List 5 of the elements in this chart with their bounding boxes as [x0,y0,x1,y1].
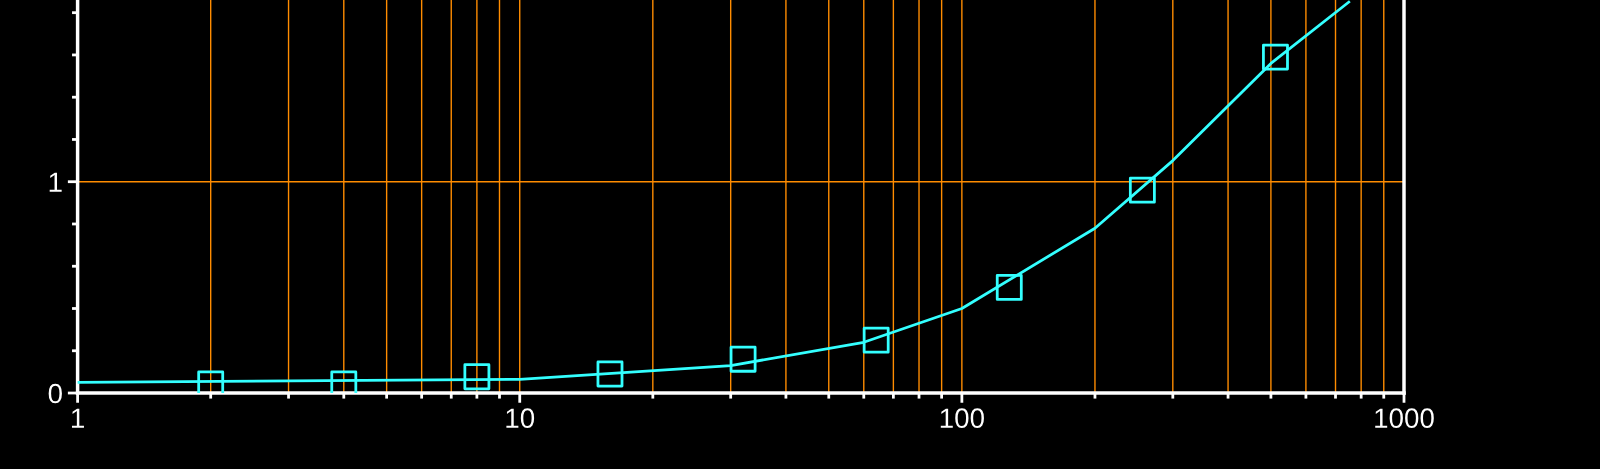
x-tick-label: 1000 [1375,408,1434,429]
x-tick-label: 1 [71,408,84,428]
y-tick-label: 0 [48,383,62,404]
x-tick-label: 10 [506,408,535,429]
x-tick-label: 100 [940,408,984,429]
